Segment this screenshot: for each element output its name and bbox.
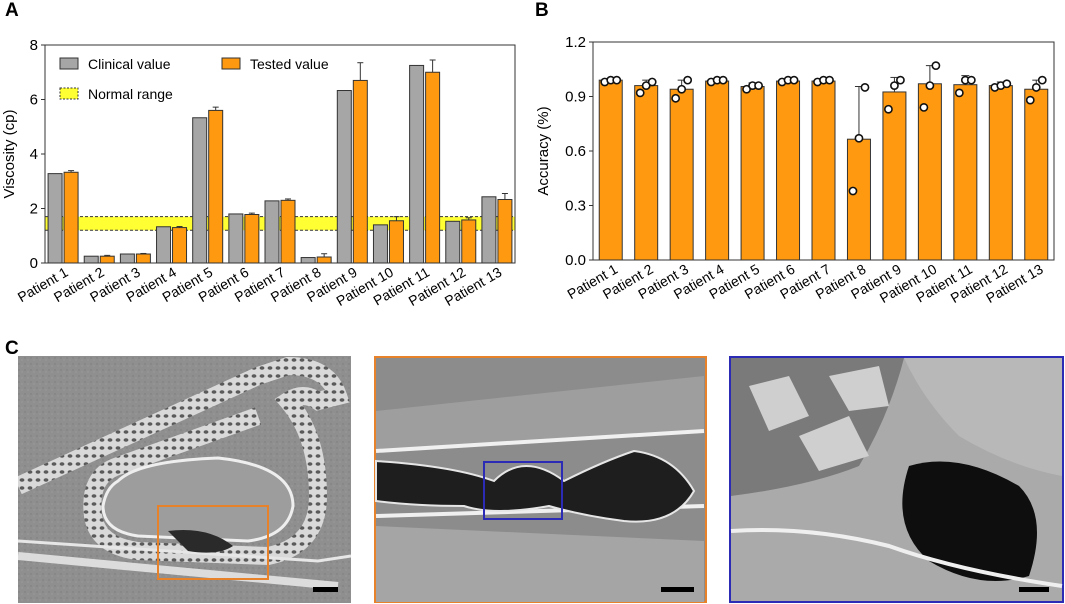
bar-accuracy [811,80,836,261]
bar-clinical [228,213,244,264]
bar-tested [388,220,404,264]
bar-accuracy [1024,88,1049,261]
y-tick-label: 0.0 [565,252,586,269]
y-tick-label: 4 [30,146,38,163]
replicate-point [884,104,893,114]
y-tick-label: 1.2 [565,34,586,51]
replicate-point [671,93,681,103]
legend-swatch-normal-range [59,87,79,100]
sem-image-zoom-2 [729,356,1064,603]
replicate-point [612,75,622,85]
bar-clinical [409,64,425,264]
replicate-point [925,81,935,90]
bar-tested [280,199,296,264]
bar-clinical [264,200,280,264]
bar-tested [63,171,79,264]
replicate-point [931,61,941,71]
replicate-point [1037,75,1047,85]
bar-tested [135,253,151,264]
replicate-point [718,75,728,85]
y-tick-label: 0.3 [565,198,586,215]
replicate-point [954,88,964,98]
bar-clinical [481,196,497,264]
y-tick-label: 6 [30,92,38,109]
replicate-point [919,103,929,112]
bar-clinical [119,253,135,264]
replicate-point [890,81,899,90]
replicate-point [683,75,693,85]
sem-image-overview [18,356,351,603]
legend-label-normal-range: Normal range [88,86,173,102]
bar-tested [208,109,224,264]
bar-clinical [47,173,63,264]
y-tick-label: 2 [30,201,38,218]
y-tick-label: 0 [30,255,38,272]
y-tick-label: 8 [30,37,38,54]
bar-accuracy [634,85,659,261]
bar-clinical [372,224,388,264]
replicate-point [647,77,657,87]
bar-tested [461,219,477,264]
y-axis-label: Accuracy (%) [535,106,552,195]
replicate-point [966,75,976,85]
bar-accuracy [669,88,694,261]
legend-label-tested: Tested value [250,56,329,72]
bar-tested [99,255,115,264]
panel-letter-a: A [5,0,19,21]
replicate-point [754,81,763,90]
y-tick-label: 0.9 [565,89,586,106]
bar-tested [352,79,368,264]
bar-tested [244,213,260,264]
bar-tested [497,199,513,264]
replicate-point [896,75,905,85]
replicate-point [854,133,864,143]
replicate-point [848,186,858,196]
replicate-point [1002,79,1012,89]
bar-tested [425,71,441,264]
legend-swatch-clinical [59,57,79,70]
bar-accuracy [776,80,801,261]
bar-accuracy [988,85,1013,261]
y-tick-label: 0.6 [565,143,586,160]
replicate-point [860,83,870,92]
bar-clinical [156,226,172,264]
normal-range-band [45,216,515,231]
replicate-point [825,75,834,85]
bar-clinical [300,257,316,264]
panel-letter-c: C [5,338,19,359]
legend-label-clinical: Clinical value [88,56,171,72]
y-axis-label: Viscosity (cp) [1,110,18,199]
replicate-point [789,75,799,85]
bar-accuracy [846,138,871,261]
replicate-point [1031,83,1041,92]
replicate-point [677,84,687,94]
bar-tested [172,227,188,264]
bar-tested [316,256,332,264]
bar-accuracy [598,79,623,261]
bar-clinical [83,255,99,264]
bar-clinical [336,90,352,264]
sem-image-zoom-1 [374,356,707,603]
bar-accuracy [740,86,765,261]
legend-swatch-tested [221,57,241,70]
replicate-point [635,88,645,98]
replicate-point [1025,95,1035,105]
panel-letter-b: B [535,0,549,21]
bar-accuracy [882,91,907,261]
bar-accuracy [705,80,730,261]
bar-accuracy [953,84,978,261]
bar-clinical [192,117,208,264]
bar-clinical [445,220,461,264]
